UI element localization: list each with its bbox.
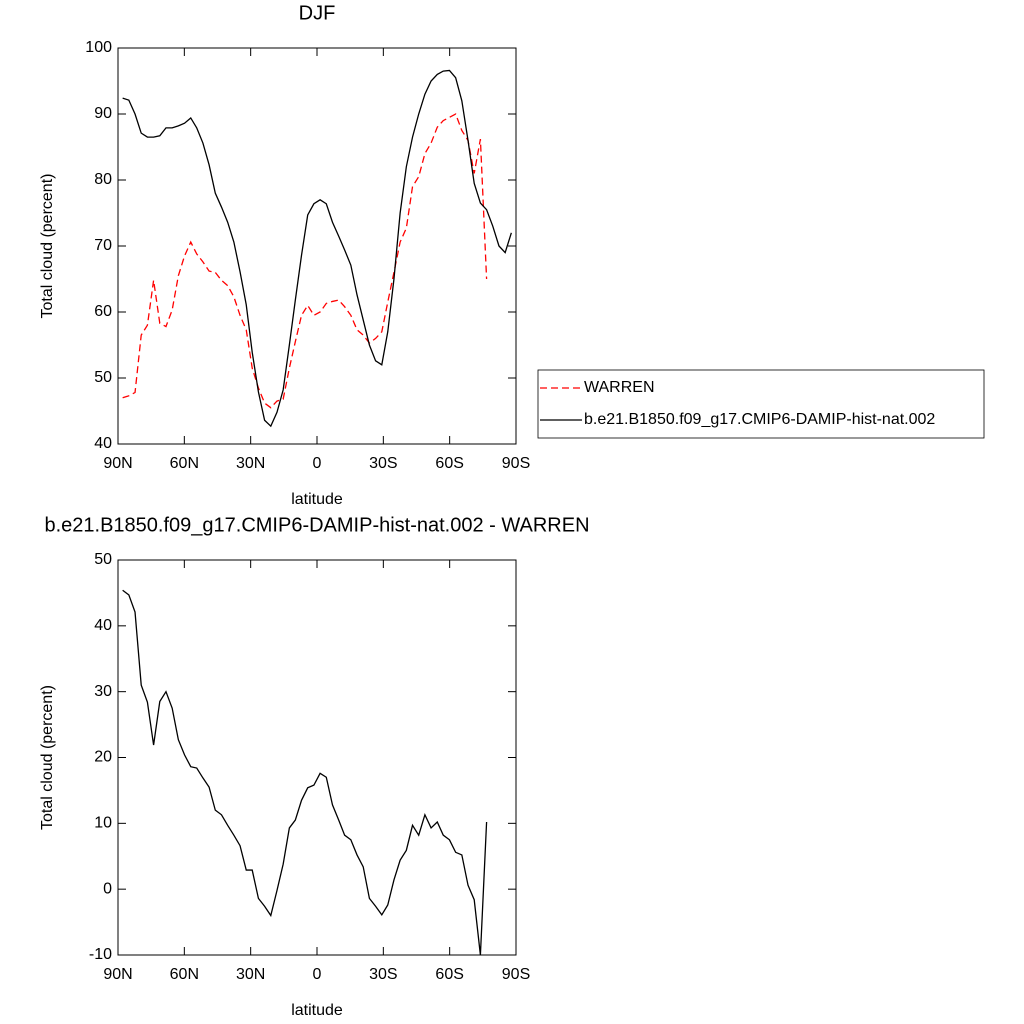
- x-tick-label: 60N: [170, 455, 199, 472]
- y-tick-label: 80: [94, 171, 112, 188]
- y-tick-label: 60: [94, 303, 112, 320]
- chart-title: b.e21.B1850.f09_g17.CMIP6-DAMIP-hist-nat…: [44, 514, 589, 536]
- x-tick-label: 90N: [103, 455, 132, 472]
- y-tick-label: 30: [94, 683, 112, 700]
- y-tick-label: 40: [94, 617, 112, 634]
- legend-box: [537, 369, 985, 439]
- legend-label: b.e21.B1850.f09_g17.CMIP6-DAMIP-hist-nat…: [584, 411, 935, 428]
- x-axis-label: latitude: [291, 1002, 343, 1019]
- x-tick-label: 30S: [369, 966, 397, 983]
- x-tick-label: 0: [313, 455, 322, 472]
- x-tick-label: 30S: [369, 455, 397, 472]
- series-line: [122, 69, 512, 428]
- y-tick-label: 40: [94, 435, 112, 452]
- y-tick-label: 70: [94, 237, 112, 254]
- x-tick-label: 30N: [236, 455, 265, 472]
- x-tick-label: 90S: [502, 455, 530, 472]
- y-tick-label: 100: [85, 39, 112, 56]
- x-tick-label: 30N: [236, 966, 265, 983]
- series-line: [122, 589, 488, 956]
- y-tick-label: 20: [94, 749, 112, 766]
- y-axis-label: Total cloud (percent): [39, 174, 56, 319]
- x-tick-label: 60N: [170, 966, 199, 983]
- y-tick-label: 10: [94, 815, 112, 832]
- y-tick-label: 90: [94, 105, 112, 122]
- y-axis-label: Total cloud (percent): [39, 685, 56, 830]
- y-tick-label: 50: [94, 551, 112, 568]
- x-axis-label: latitude: [291, 491, 343, 508]
- x-tick-label: 90N: [103, 966, 132, 983]
- x-tick-label: 60S: [435, 966, 463, 983]
- y-tick-label: 0: [103, 880, 112, 897]
- y-tick-label: -10: [89, 946, 112, 963]
- x-tick-label: 90S: [502, 966, 530, 983]
- y-tick-label: 50: [94, 369, 112, 386]
- chart-title: DJF: [299, 2, 336, 24]
- x-tick-label: 0: [313, 966, 322, 983]
- legend-label: WARREN: [584, 379, 655, 396]
- x-tick-label: 60S: [435, 455, 463, 472]
- plot-frame: [117, 47, 517, 445]
- plot-frame: [117, 559, 517, 956]
- series-line: [122, 113, 488, 409]
